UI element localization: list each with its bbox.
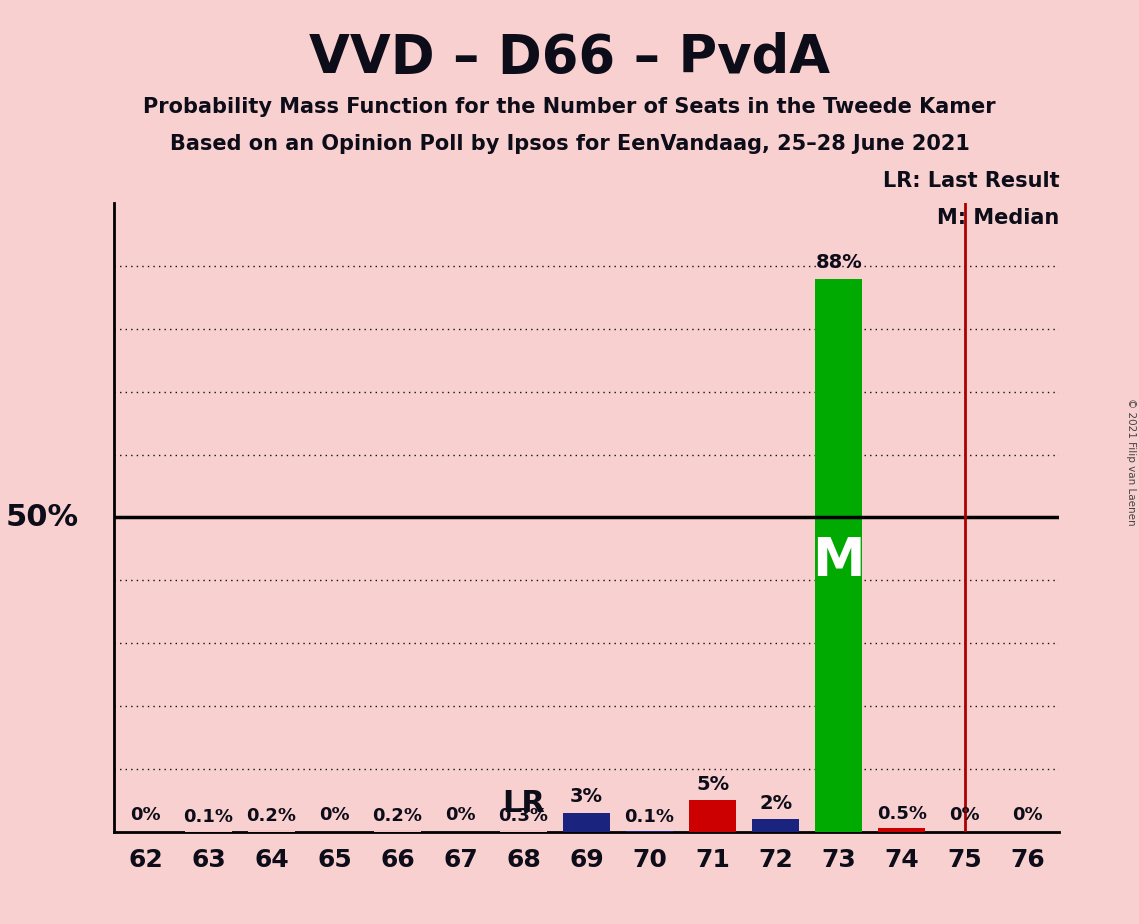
- Text: 2%: 2%: [759, 794, 793, 813]
- Text: 5%: 5%: [696, 775, 729, 794]
- Text: 0.1%: 0.1%: [624, 808, 674, 826]
- Text: 0%: 0%: [950, 806, 980, 824]
- Text: 0.2%: 0.2%: [246, 808, 296, 825]
- Text: 0%: 0%: [130, 806, 161, 824]
- Text: VVD – D66 – PvdA: VVD – D66 – PvdA: [309, 32, 830, 84]
- Bar: [816, 279, 862, 832]
- Text: M: Median: M: Median: [937, 208, 1059, 228]
- Bar: [689, 800, 736, 832]
- Text: M: M: [812, 535, 865, 588]
- Bar: [563, 813, 611, 832]
- Text: 0.1%: 0.1%: [183, 808, 233, 826]
- Text: 0.3%: 0.3%: [499, 807, 549, 825]
- Text: LR: Last Result: LR: Last Result: [883, 171, 1059, 191]
- Text: 0%: 0%: [445, 806, 476, 824]
- Bar: [500, 830, 547, 832]
- Text: 0%: 0%: [319, 806, 350, 824]
- Text: 3%: 3%: [571, 787, 603, 807]
- Bar: [878, 829, 925, 832]
- Text: © 2021 Filip van Laenen: © 2021 Filip van Laenen: [1126, 398, 1136, 526]
- Text: 50%: 50%: [6, 503, 79, 532]
- Text: Based on an Opinion Poll by Ipsos for EenVandaag, 25–28 June 2021: Based on an Opinion Poll by Ipsos for Ee…: [170, 134, 969, 154]
- Text: 0.5%: 0.5%: [877, 806, 927, 823]
- Text: LR: LR: [502, 789, 544, 818]
- Text: Probability Mass Function for the Number of Seats in the Tweede Kamer: Probability Mass Function for the Number…: [144, 97, 995, 117]
- Text: 0.2%: 0.2%: [372, 808, 423, 825]
- Bar: [374, 831, 421, 832]
- Bar: [752, 819, 800, 832]
- Bar: [248, 831, 295, 832]
- Text: 88%: 88%: [816, 253, 862, 273]
- Text: 0%: 0%: [1013, 806, 1043, 824]
